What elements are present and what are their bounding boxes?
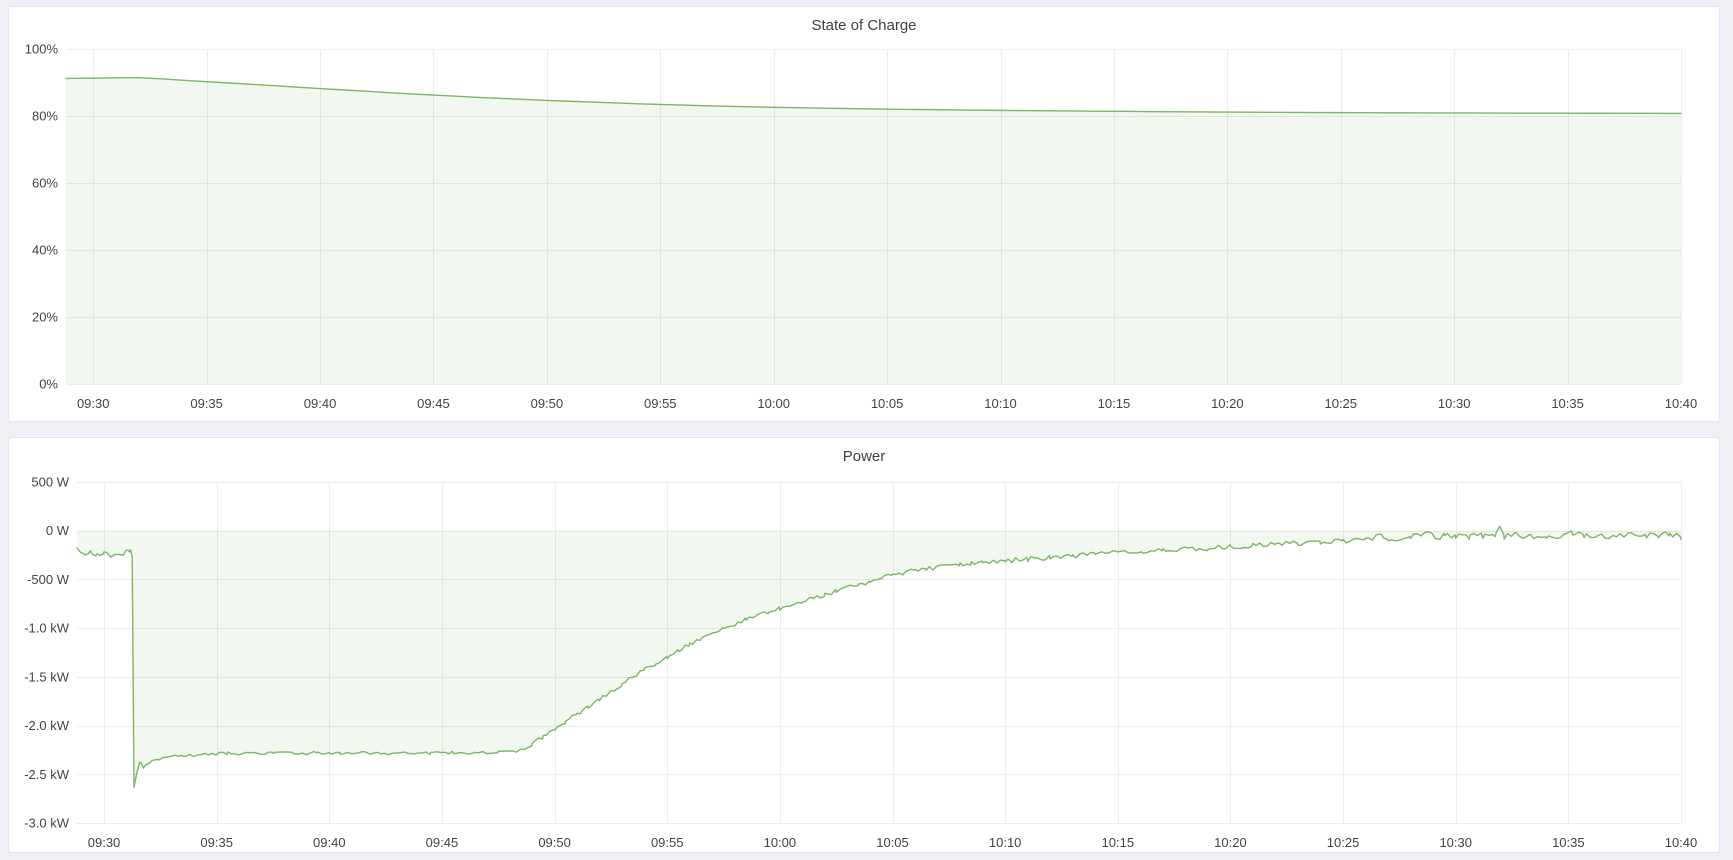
x-tick-label: 10:20 <box>1214 835 1247 850</box>
y-tick-label: 0% <box>39 377 58 392</box>
gridlines <box>77 482 1682 824</box>
x-tick-label: 09:50 <box>531 396 564 411</box>
x-tick-label: 10:20 <box>1211 396 1244 411</box>
x-tick-label: 10:35 <box>1552 835 1585 850</box>
y-tick-label: 60% <box>32 176 58 191</box>
x-tick-label: 09:45 <box>426 835 459 850</box>
x-tick-label: 10:10 <box>984 396 1017 411</box>
chart-svg: 500 W 0 W -500 W -1.0 kW -1.5 kW -2.0 kW -2.5 … <box>24 475 1698 851</box>
x-tick-label: 09:40 <box>304 396 337 411</box>
x-tick-label: 10:30 <box>1439 835 1472 850</box>
x-axis-labels: 09:30 09:35 09:40 09:45 09:50 09:55 10:00 10:05… <box>77 396 1697 411</box>
x-tick-label: 09:50 <box>538 835 571 850</box>
panel-power: Power 500 W 0 W -500 W -1.0 kW -1.5 kW -2.0 k… <box>8 437 1720 853</box>
x-tick-label: 10:15 <box>1098 396 1131 411</box>
power-plot-area[interactable]: 500 W 0 W -500 W -1.0 kW -1.5 kW -2.0 kW -2.5 … <box>9 438 1719 852</box>
panel-state-of-charge: State of Charge 0% 20% 40% 60% 80% 100% 09:30 0… <box>8 6 1720 422</box>
x-tick-label: 10:35 <box>1551 396 1584 411</box>
series-area-fill <box>66 77 1681 384</box>
y-axis-labels: 0% 20% 40% 60% 80% 100% <box>25 42 59 392</box>
x-tick-label: 10:25 <box>1327 835 1360 850</box>
y-tick-label: -3.0 kW <box>24 816 70 831</box>
x-tick-label: 10:40 <box>1665 396 1698 411</box>
y-tick-label: -500 W <box>27 572 70 587</box>
chart-svg: 0%20%40%60%80%100%09:30 09:35 09:40 09:45 09… <box>25 42 1698 412</box>
gridlines <box>66 49 1682 385</box>
state-of-charge-plot-area[interactable]: 0% 20% 40% 60% 80% 100% 09:30 09:35 09:40 09:45 09… <box>9 7 1719 421</box>
x-tick-label: 09:45 <box>417 396 450 411</box>
x-tick-label: 10:00 <box>764 835 797 850</box>
series-line <box>65 76 1682 115</box>
y-tick-label: -1.5 kW <box>24 669 70 684</box>
y-tick-label: 100% <box>25 42 59 57</box>
x-tick-label: 09:35 <box>190 396 223 411</box>
x-axis-labels: 09:30 09:35 09:40 09:45 09:50 09:55 10:00 10:05… <box>88 835 1698 850</box>
y-tick-label: -2.0 kW <box>24 718 70 733</box>
x-tick-label: 10:10 <box>989 835 1022 850</box>
x-tick-label: 09:30 <box>88 835 121 850</box>
y-tick-label: 80% <box>32 109 58 124</box>
y-tick-label: 0 W <box>46 523 70 538</box>
y-tick-label: 40% <box>32 243 58 258</box>
y-tick-label: 20% <box>32 310 58 325</box>
y-tick-label: -2.5 kW <box>24 767 70 782</box>
x-tick-label: 10:15 <box>1102 835 1135 850</box>
y-tick-label: -1.0 kW <box>24 621 70 636</box>
panel-title[interactable]: State of Charge <box>811 17 917 34</box>
x-tick-label: 09:40 <box>313 835 346 850</box>
series-line <box>76 525 1682 788</box>
x-tick-label: 10:30 <box>1438 396 1471 411</box>
x-tick-label: 09:55 <box>644 396 677 411</box>
x-tick-label: 10:40 <box>1665 835 1698 850</box>
x-tick-label: 09:30 <box>77 396 110 411</box>
x-tick-label: 10:00 <box>757 396 790 411</box>
x-tick-label: 09:55 <box>651 835 684 850</box>
series-area-fill <box>77 526 1681 788</box>
x-tick-label: 10:05 <box>876 835 909 850</box>
x-tick-label: 10:25 <box>1324 396 1357 411</box>
panel-title[interactable]: Power <box>842 448 886 465</box>
y-axis-labels: 500 W 0 W -500 W -1.0 kW -1.5 kW -2.0 kW -2.5 … <box>24 475 70 831</box>
x-tick-label: 10:05 <box>871 396 904 411</box>
x-tick-label: 09:35 <box>200 835 233 850</box>
y-tick-label: 500 W <box>31 475 69 490</box>
